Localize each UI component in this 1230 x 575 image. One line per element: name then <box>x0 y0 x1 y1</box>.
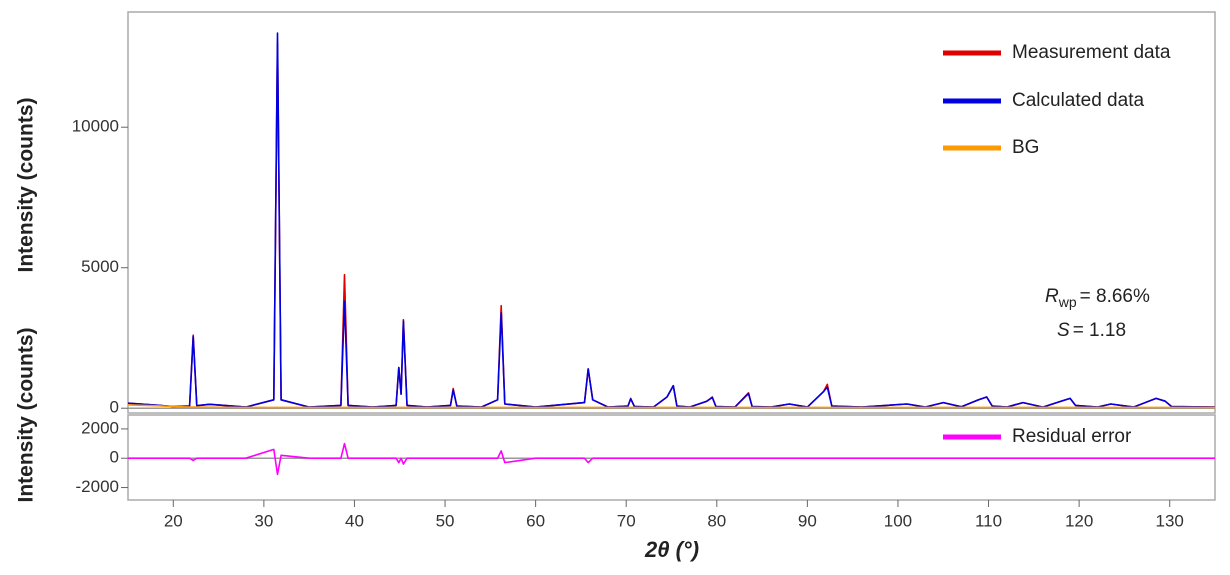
y-tick-label: -2000 <box>76 477 119 496</box>
x-tick-label: 100 <box>884 511 912 530</box>
x-tick-label: 50 <box>436 511 455 530</box>
annotation-subscript: wp <box>1058 294 1077 310</box>
annotation-text: = 8.66% <box>1080 286 1150 307</box>
x-tick-label: 80 <box>707 511 726 530</box>
legend-label: Calculated data <box>1012 90 1144 111</box>
x-tick-label: 90 <box>798 511 817 530</box>
legend-label: BG <box>1012 137 1039 158</box>
y-tick-label: 2000 <box>81 418 119 437</box>
x-tick-label: 20 <box>164 511 183 530</box>
annotation-symbol: R <box>1045 286 1059 307</box>
y-tick-label: 0 <box>110 448 119 467</box>
data-line <box>127 404 1215 409</box>
x-tick-label: 30 <box>254 511 273 530</box>
data-line <box>128 442 1215 476</box>
annotation: S = 1.18 <box>1057 320 1126 341</box>
plot-frame <box>127 11 1216 414</box>
annotation-symbol: S <box>1057 320 1070 341</box>
annotation: Rwp = 8.66% <box>1045 286 1150 310</box>
legend-label: Measurement data <box>1012 42 1171 63</box>
y-tick-label: 0 <box>110 398 119 417</box>
legend-label: Residual error <box>1012 426 1132 447</box>
y-axis-label: Intensity (counts) <box>15 327 38 502</box>
x-tick-label: 70 <box>617 511 636 530</box>
x-tick-label: 60 <box>526 511 545 530</box>
x-tick-label: 130 <box>1156 511 1184 530</box>
x-tick-label: 40 <box>345 511 364 530</box>
x-axis-label: 2θ (°) <box>644 537 699 562</box>
y-tick-label: 10000 <box>72 117 119 136</box>
y-tick-label: 5000 <box>81 257 119 276</box>
annotation-text: = 1.18 <box>1073 320 1126 341</box>
x-tick-label: 110 <box>975 511 1002 530</box>
x-tick-label: 120 <box>1065 511 1093 530</box>
y-axis-label: Intensity (counts) <box>15 97 38 272</box>
